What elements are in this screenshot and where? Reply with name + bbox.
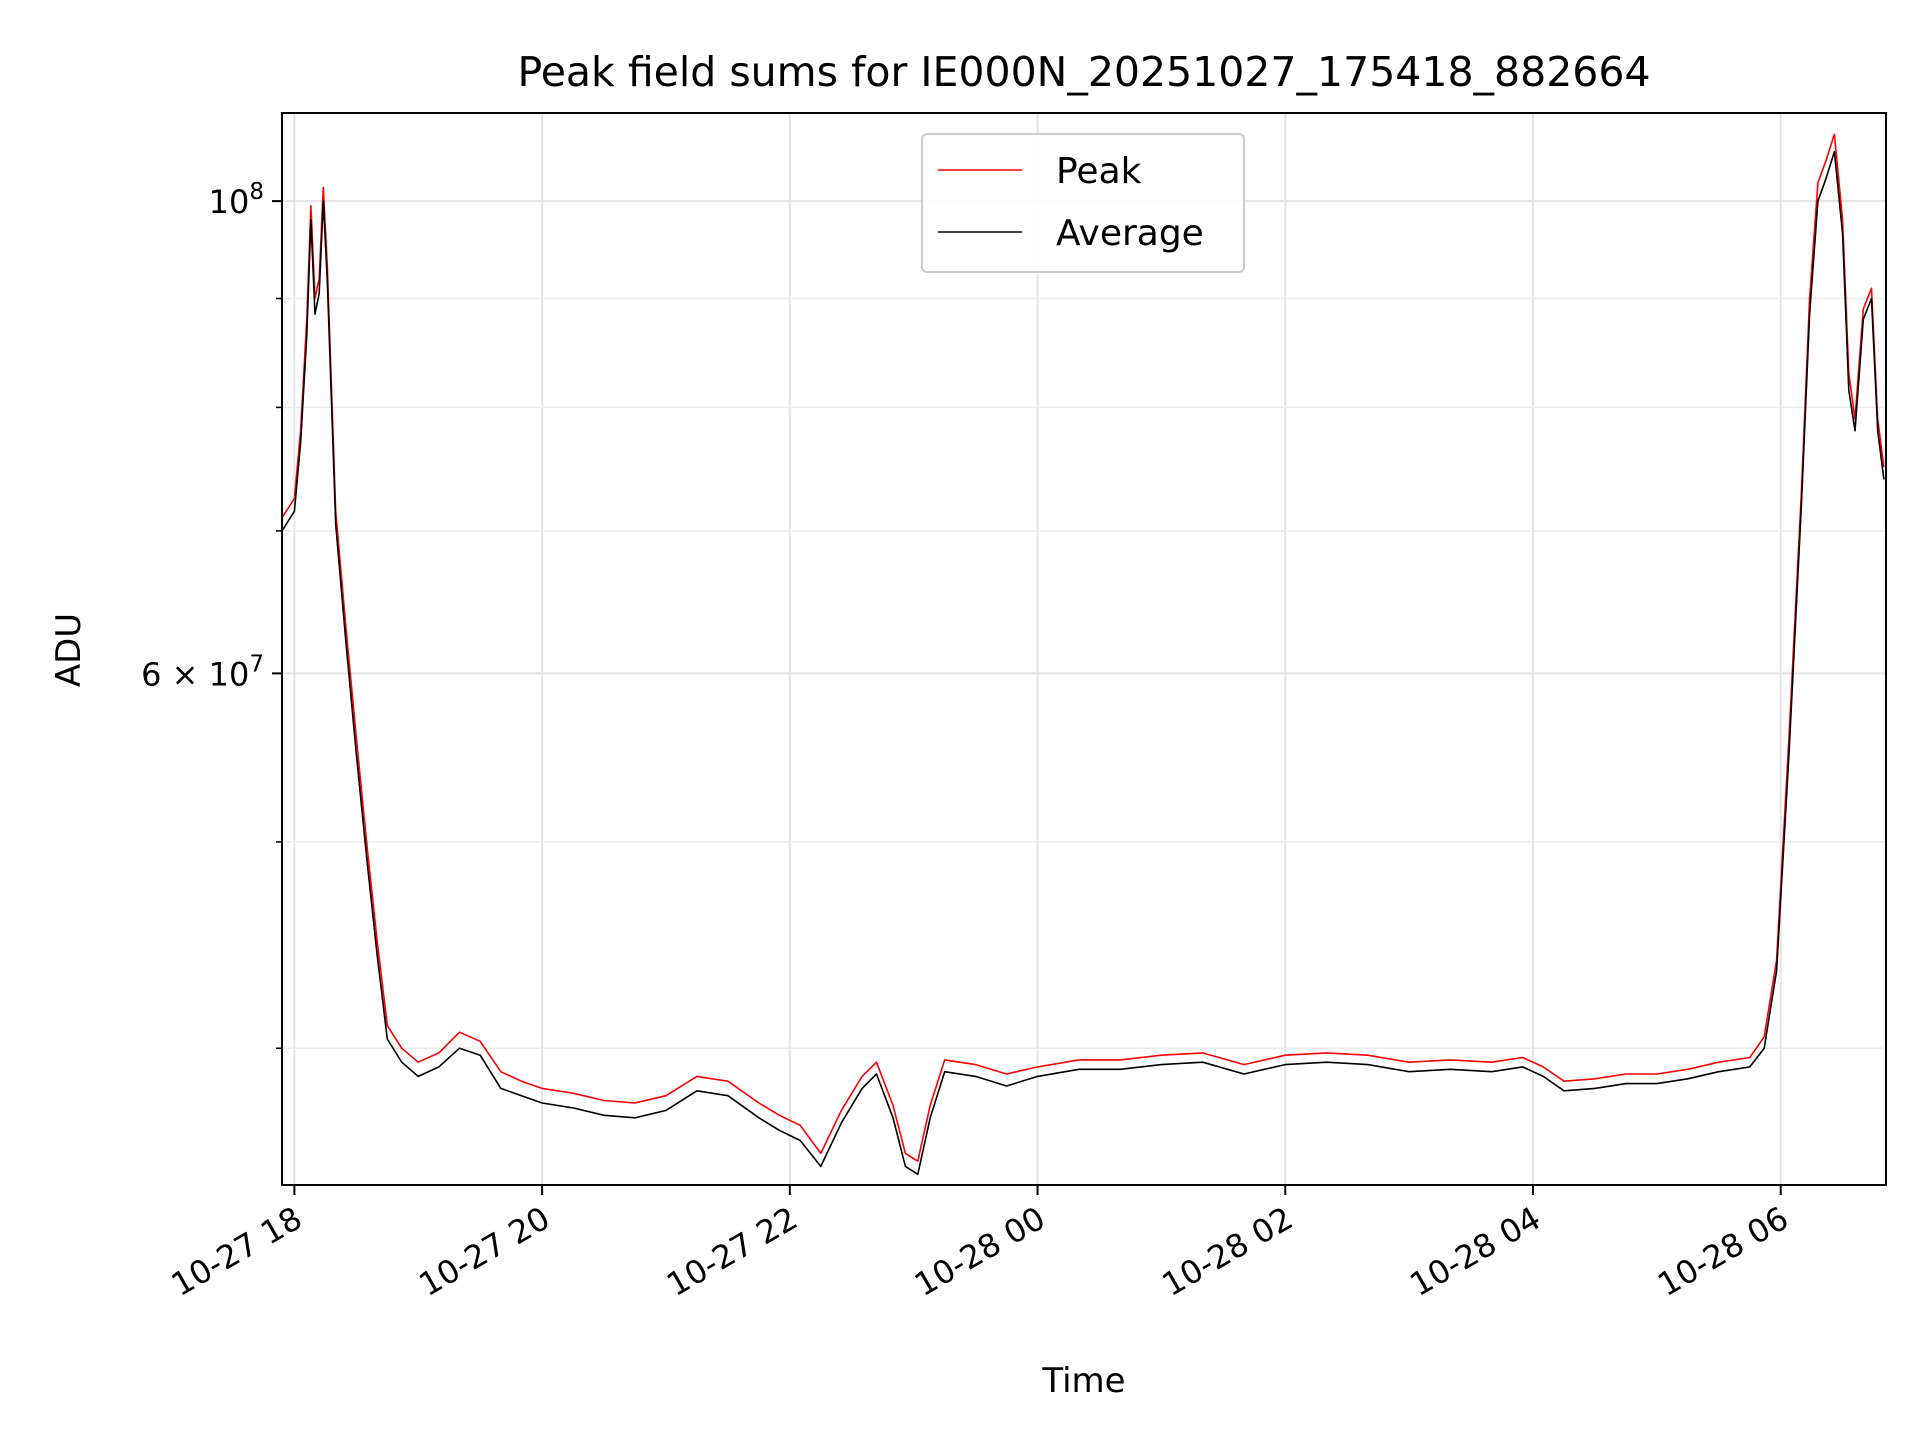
series-line-average: [281, 150, 1885, 1176]
plot-frame: [281, 112, 1887, 1186]
y-axis: 6 × 107 108: [141, 179, 282, 1049]
series-layer: [281, 133, 1885, 1176]
grid: [282, 113, 1886, 1185]
legend-box: [921, 133, 1245, 273]
y-tick-label: 108: [209, 179, 264, 221]
x-axis-label: Time: [1041, 1361, 1125, 1401]
y-axis-label: ADU: [49, 613, 89, 687]
legend-label-peak: Peak: [1056, 151, 1142, 192]
y-tick-label: 6 × 107: [141, 651, 264, 693]
legend-label-average: Average: [1056, 213, 1204, 254]
legend: Peak Average: [921, 133, 1245, 273]
chart-title: Peak field sums for IE000N_20251027_1754…: [517, 48, 1650, 96]
